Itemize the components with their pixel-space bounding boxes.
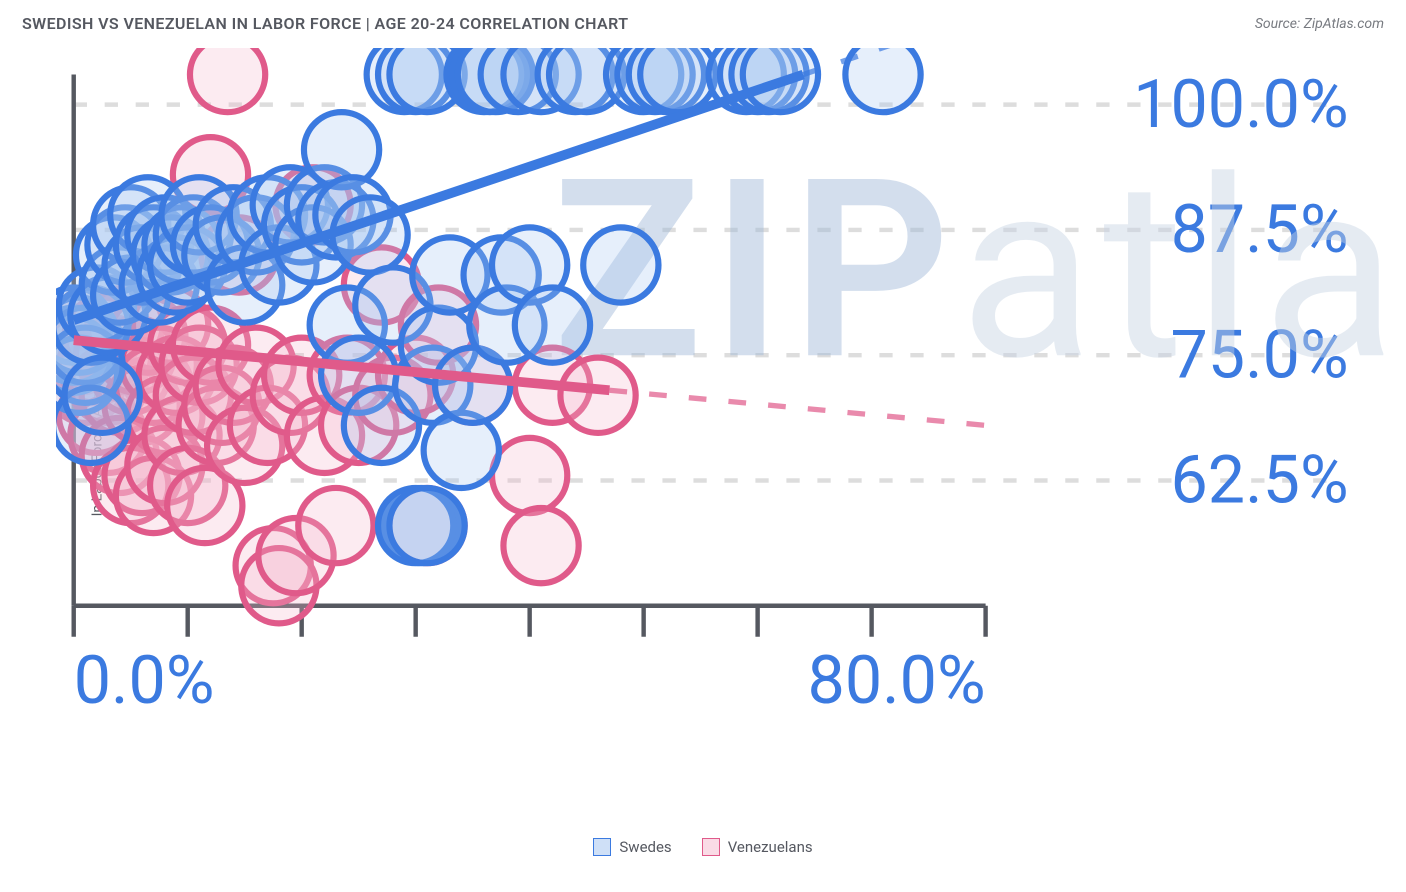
watermark: ZIPatlas: [552, 125, 1384, 416]
point-swedes: [583, 227, 658, 302]
legend-swatch-swedes: [593, 838, 611, 856]
point-venezuelans: [560, 358, 635, 433]
scatter-plot: 62.5%75.0%87.5%100.0%0.0%80.0%ZIPatlasR …: [56, 48, 1384, 712]
x-min-label: 0.0%: [74, 642, 215, 712]
legend-label-venezuelans: Venezuelans: [728, 838, 813, 856]
point-swedes: [389, 488, 464, 563]
point-venezuelans: [492, 438, 567, 513]
y-tick-label: 62.5%: [1171, 442, 1349, 520]
point-venezuelans: [298, 488, 373, 563]
point-swedes: [65, 358, 140, 433]
legend-item-venezuelans: Venezuelans: [702, 838, 813, 856]
x-max-label: 80.0%: [808, 642, 986, 712]
legend-swatch-venezuelans: [702, 838, 720, 856]
legend: Swedes Venezuelans: [22, 838, 1384, 856]
point-venezuelans: [503, 508, 578, 583]
point-venezuelans: [190, 48, 265, 112]
point-swedes: [640, 48, 715, 112]
legend-label-swedes: Swedes: [619, 838, 671, 856]
legend-item-swedes: Swedes: [593, 838, 671, 856]
chart-title: SWEDISH VS VENEZUELAN IN LABOR FORCE | A…: [22, 14, 628, 33]
point-swedes: [515, 287, 590, 362]
source-label: Source: ZipAtlas.com: [1255, 16, 1384, 32]
